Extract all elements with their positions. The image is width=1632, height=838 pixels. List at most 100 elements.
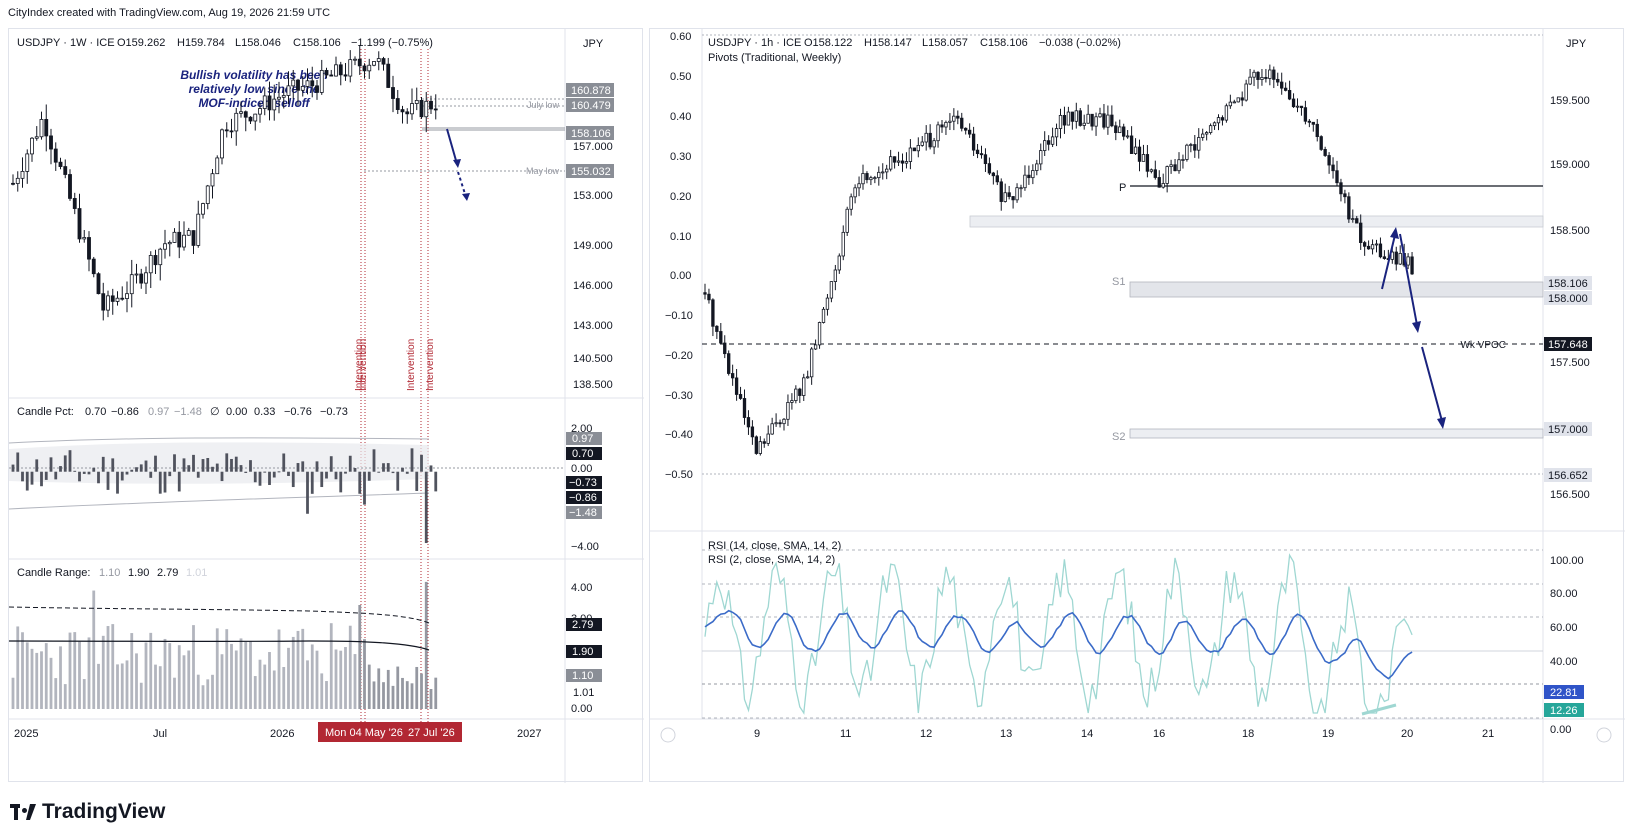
candle-pct-bar <box>382 463 385 472</box>
candle-range-bar <box>291 636 295 709</box>
pivots-legend: Pivots (Traditional, Weekly) <box>708 52 841 64</box>
may-low-label: May low <box>526 166 560 176</box>
weekly-candle-body <box>262 95 267 109</box>
candle-pct-bars <box>11 448 438 544</box>
weekly-candle-body <box>286 85 291 96</box>
x-marker-badge-may <box>318 722 404 742</box>
hourly-candle-body <box>1311 121 1315 125</box>
candle-range-bar <box>358 605 362 709</box>
price-tag-155032 <box>566 164 614 178</box>
candle-range-bar <box>315 650 319 709</box>
hourly-candle-body <box>952 115 956 122</box>
hourly-candle-body <box>1366 245 1371 250</box>
candle-range-axis-0: 0.00 <box>571 703 592 715</box>
weekly-chart-svg[interactable]: USDJPY · 1W · ICE O159.262 H159.784 L158… <box>8 29 644 783</box>
hourly-candle-body <box>1220 117 1225 121</box>
forecast-arrowhead-down-2 <box>1437 417 1446 429</box>
weekly-candle-body <box>281 95 286 98</box>
candle-range-bar <box>268 652 271 709</box>
weekly-candle-body <box>220 129 224 159</box>
hourly-candle-body <box>995 175 999 183</box>
candle-range-bar <box>82 679 86 709</box>
candle-range-v2: 1.90 <box>128 567 149 579</box>
hourly-candle-body <box>956 115 960 119</box>
rsi-divergence-line <box>1361 703 1397 716</box>
hourly-candle-body <box>1110 114 1114 127</box>
pct-tag-070 <box>566 447 602 460</box>
candle-pct-v4: −1.48 <box>174 406 202 418</box>
hourly-candle-body <box>1248 76 1252 85</box>
candle-range-bar <box>78 641 81 709</box>
hourly-candle-body <box>742 398 747 418</box>
hourly-candle-body <box>877 171 881 179</box>
hourly-candle-body <box>912 147 917 152</box>
hourly-candle-body <box>802 377 806 396</box>
s1-zone <box>1129 281 1544 298</box>
weekly-candle-body <box>429 100 433 110</box>
candle-pct-bar <box>120 471 124 481</box>
hourly-tag-157648-text: 157.648 <box>1548 339 1588 351</box>
hourly-candle-body <box>813 344 818 350</box>
support-zone-upper <box>969 215 1544 228</box>
hourly-chart-svg[interactable]: USDJPY · 1h · ICE O158.122 H158.147 L158… <box>650 29 1625 783</box>
hourly-chart-panel[interactable]: USDJPY · 1h · ICE O158.122 H158.147 L158… <box>649 28 1625 783</box>
candle-pct-bar <box>263 471 267 473</box>
weekly-axis-157: 157.000 <box>573 141 613 153</box>
candle-range-bar <box>106 626 110 709</box>
hourly-candle-body <box>940 124 944 128</box>
weekly-chart-panel[interactable]: USDJPY · 1W · ICE O159.262 H159.784 L158… <box>8 28 644 783</box>
rsi2-line <box>704 553 1413 715</box>
hourly-candle-body <box>1252 71 1256 78</box>
weekly-candle-body <box>229 130 234 133</box>
price-tag-160479-text: 160.479 <box>571 100 611 112</box>
candle-pct-bar <box>282 453 286 472</box>
candle-pct-bar <box>139 464 143 472</box>
auto-scale-icon[interactable] <box>1596 727 1612 743</box>
candle-pct-legend-name: Candle Pct: <box>17 406 74 418</box>
left-axis-neg050: −0.50 <box>665 469 693 481</box>
x-marker-jul-text: 27 Jul '26 <box>408 727 455 739</box>
timezone-toggle-icon[interactable] <box>660 727 676 743</box>
weekly-candle-body <box>253 113 258 122</box>
candle-range-bar <box>434 677 438 709</box>
candle-pct-axis-neg4: −4.00 <box>571 541 599 553</box>
hourly-candle-body <box>991 172 996 177</box>
hourly-candle-body <box>975 149 980 155</box>
hourly-candle-body <box>1303 107 1308 122</box>
weekly-candle-body <box>196 213 201 246</box>
weekly-candle-body <box>172 231 177 243</box>
weekly-candle-body <box>362 65 367 72</box>
candle-range-bar <box>420 673 423 709</box>
candle-pct-bar <box>125 471 129 475</box>
candle-range-bar <box>206 679 210 709</box>
candle-pct-bar <box>211 466 214 472</box>
weekly-low: L158.046 <box>235 37 281 49</box>
rsi-axis-80: 80.00 <box>1550 588 1578 600</box>
hourly-candle-body <box>967 129 972 135</box>
hourly-candle-body <box>1268 69 1272 79</box>
hourly-candle-body <box>1074 110 1078 122</box>
rsi-axis-40: 40.00 <box>1550 656 1578 668</box>
candle-range-bar <box>68 632 72 709</box>
candle-pct-bar <box>73 470 77 472</box>
pct-tag-neg073 <box>566 476 602 489</box>
weekly-candles <box>11 44 438 321</box>
pct-tag-neg148 <box>566 506 602 519</box>
forecast-dotted-arrow-weekly <box>457 171 467 198</box>
hourly-candle-body <box>1129 135 1134 154</box>
candle-pct-bar <box>68 450 72 472</box>
candle-range-bar <box>401 677 404 709</box>
tradingview-brand: TradingView <box>42 800 166 823</box>
weekly-xaxis-jul: Jul <box>153 728 167 740</box>
candle-range-bar <box>30 648 34 709</box>
hourly-tag-158106 <box>1544 276 1592 290</box>
candle-pct-bar <box>429 465 433 472</box>
weekly-candle-body <box>25 153 30 172</box>
candle-range-legend-name: Candle Range: <box>17 567 90 579</box>
hourly-candle-body <box>786 402 790 420</box>
hourly-candle-body <box>1323 149 1327 156</box>
hourly-high: H158.147 <box>864 37 912 49</box>
weekly-candle-body <box>433 108 438 111</box>
hourly-candle-body <box>892 156 897 163</box>
candle-pct-bar <box>168 471 172 477</box>
